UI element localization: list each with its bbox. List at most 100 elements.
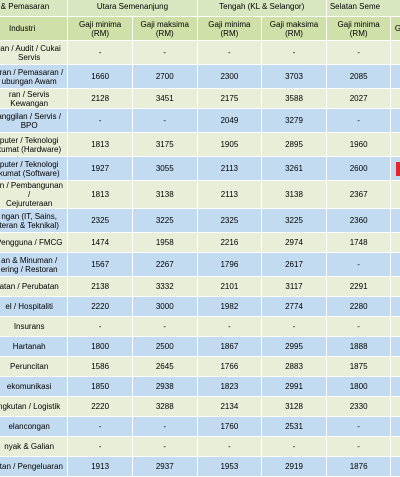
salary-north-min-cell: 1586 bbox=[67, 356, 133, 377]
salary-south-min-cell: 1888 bbox=[325, 336, 392, 357]
salary-south-min-cell: 1748 bbox=[325, 232, 392, 253]
salary-south-min-cell: - bbox=[325, 416, 392, 437]
salary-south-min-cell: 2280 bbox=[325, 296, 392, 317]
salary-north-min-cell: 2220 bbox=[67, 296, 133, 317]
industry-cell: anggilan / Servis / BPO bbox=[0, 108, 69, 133]
salary-central-min-cell: - bbox=[196, 316, 263, 337]
cut-off-cell bbox=[390, 276, 400, 297]
salary-north-min-cell: 1813 bbox=[67, 180, 133, 209]
salary-central-max-cell: 3279 bbox=[261, 108, 327, 133]
table-row: Hartanah 1800 2500 1867 2995 1888 bbox=[0, 336, 400, 357]
salary-south-min-cell: 2360 bbox=[325, 208, 392, 233]
salary-central-max-cell: - bbox=[261, 436, 327, 457]
industry-cell: ekomunikasi bbox=[0, 376, 69, 397]
cut-off-cell bbox=[390, 456, 400, 477]
cut-off-cell bbox=[390, 356, 400, 377]
salary-central-min-cell: 2216 bbox=[196, 232, 263, 253]
industry-cell: Peruncitan bbox=[0, 356, 69, 377]
header-south-min: Gaji minima (RM) bbox=[325, 16, 392, 41]
cut-off-cell bbox=[390, 108, 400, 133]
cut-off-cell bbox=[390, 316, 400, 337]
salary-central-max-cell: - bbox=[261, 40, 327, 65]
cut-off-cell bbox=[390, 64, 400, 89]
salary-north-max-cell: 2700 bbox=[131, 64, 198, 89]
table-row: Peruncitan 1586 2645 1766 2883 1875 bbox=[0, 356, 400, 377]
salary-north-max-cell: 3451 bbox=[131, 88, 198, 109]
table-body: ran / Audit / Cukai Servis - - - - - uran / Pem… bbox=[0, 40, 400, 477]
cut-off-cell bbox=[390, 88, 400, 109]
salary-north-max-cell: 3225 bbox=[131, 208, 198, 233]
salary-north-min-cell: - bbox=[67, 416, 133, 437]
salary-central-min-cell: 2101 bbox=[196, 276, 263, 297]
salary-south-min-cell: 2367 bbox=[325, 180, 392, 209]
cut-off-cell bbox=[390, 40, 400, 65]
salary-north-max-cell: 2938 bbox=[131, 376, 198, 397]
industry-cell: ran / Audit / Cukai Servis bbox=[0, 40, 69, 65]
industry-cell: Hartanah bbox=[0, 336, 69, 357]
salary-south-min-cell: - bbox=[325, 108, 392, 133]
salary-central-min-cell: 1905 bbox=[196, 132, 263, 157]
table-row: Pengguna / FMCG 1474 1958 2216 2974 1748 bbox=[0, 232, 400, 253]
table-row: anggilan / Servis / BPO - -2049 3279- bbox=[0, 108, 400, 133]
header-central-max: Gaji maksima (RM) bbox=[261, 16, 327, 41]
cut-off-cell bbox=[390, 336, 400, 357]
salary-central-max-cell: 3138 bbox=[261, 180, 327, 209]
salary-central-min-cell: 1796 bbox=[196, 252, 263, 277]
cut-off-cell bbox=[390, 208, 400, 233]
salary-south-min-cell: 1875 bbox=[325, 356, 392, 377]
salary-north-max-cell: - bbox=[131, 436, 198, 457]
industry-cell: el / Hospitaliti bbox=[0, 296, 69, 317]
salary-central-min-cell: 2113 bbox=[196, 180, 263, 209]
salary-north-min-cell: - bbox=[67, 436, 133, 457]
salary-south-min-cell: - bbox=[325, 436, 392, 457]
salary-central-max-cell: 2991 bbox=[261, 376, 327, 397]
cut-off-cell bbox=[390, 296, 400, 317]
table-row: puter / Teknologi kumat (Hardware) 1813 317… bbox=[0, 132, 400, 157]
industry-cell: atan / Pengeluaran bbox=[0, 456, 69, 477]
salary-central-min-cell: 2325 bbox=[196, 208, 263, 233]
table-row: an / Pembangunan / Cejuruteraan 1813 3138 21… bbox=[0, 180, 400, 209]
industry-cell: uran / Pemasaran / ubungan Awam bbox=[0, 64, 69, 89]
salary-south-min-cell: 1960 bbox=[325, 132, 392, 157]
salary-central-max-cell: 3117 bbox=[261, 276, 327, 297]
salary-central-max-cell: 3703 bbox=[261, 64, 327, 89]
salary-north-max-cell: 2267 bbox=[131, 252, 198, 277]
salary-south-min-cell: 1876 bbox=[325, 456, 392, 477]
salary-central-max-cell: - bbox=[261, 316, 327, 337]
table-row: an & Minuman / ering / Restoran 1567 2267 17… bbox=[0, 252, 400, 277]
salary-north-min-cell: - bbox=[67, 316, 133, 337]
salary-north-max-cell: - bbox=[131, 40, 198, 65]
salary-central-min-cell: 1953 bbox=[196, 456, 263, 477]
header-central-min: Gaji minima (RM) bbox=[196, 16, 263, 41]
salary-central-max-cell: 3225 bbox=[261, 208, 327, 233]
table-row: elancongan - -1760 2531- bbox=[0, 416, 400, 437]
salary-north-max-cell: 1958 bbox=[131, 232, 198, 253]
salary-north-min-cell: - bbox=[67, 40, 133, 65]
cut-off-cell bbox=[390, 232, 400, 253]
header-row-columns: Industri Gaji minima (RM) Gaji maksima (RM… bbox=[0, 16, 400, 41]
salary-central-min-cell: 2300 bbox=[196, 64, 263, 89]
salary-north-min-cell: 1913 bbox=[67, 456, 133, 477]
salary-central-min-cell: 1766 bbox=[196, 356, 263, 377]
salary-central-max-cell: 2974 bbox=[261, 232, 327, 253]
industry-cell: puter / Teknologi kumat (Hardware) bbox=[0, 132, 69, 157]
header-group-marketing: n & Pemasaran bbox=[0, 0, 69, 17]
salary-north-max-cell: 3332 bbox=[131, 276, 198, 297]
salary-central-max-cell: 2919 bbox=[261, 456, 327, 477]
industry-cell: atan / Perubatan bbox=[0, 276, 69, 297]
salary-north-max-cell: 2645 bbox=[131, 356, 198, 377]
salary-north-min-cell: 2128 bbox=[67, 88, 133, 109]
cut-off-cell bbox=[390, 180, 400, 209]
table-row: uran / Pemasaran / ubungan Awam 1660 2700 23… bbox=[0, 64, 400, 89]
header-north-max: Gaji maksima (RM) bbox=[131, 16, 198, 41]
salary-north-max-cell: 3000 bbox=[131, 296, 198, 317]
salary-central-min-cell: - bbox=[196, 40, 263, 65]
salary-central-min-cell: 2049 bbox=[196, 108, 263, 133]
salary-central-min-cell: 1760 bbox=[196, 416, 263, 437]
salary-central-max-cell: 2895 bbox=[261, 132, 327, 157]
salary-north-max-cell: - bbox=[131, 108, 198, 133]
salary-south-min-cell: - bbox=[325, 40, 392, 65]
salary-north-max-cell: 3175 bbox=[131, 132, 198, 157]
salary-central-min-cell: 1867 bbox=[196, 336, 263, 357]
